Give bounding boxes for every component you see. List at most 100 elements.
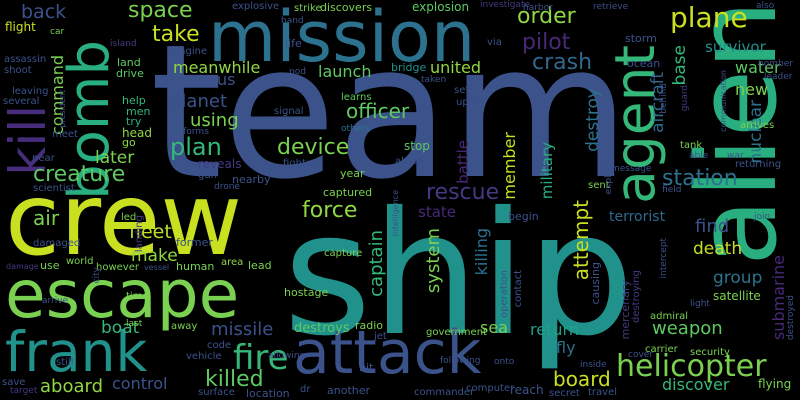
word: car bbox=[50, 27, 65, 37]
word: others bbox=[341, 124, 370, 134]
word: find bbox=[695, 216, 730, 237]
word: taken bbox=[421, 75, 447, 85]
word: leader bbox=[764, 72, 793, 82]
word: group bbox=[713, 268, 763, 288]
word: crew bbox=[5, 161, 243, 278]
word: hit bbox=[359, 361, 374, 374]
word: save bbox=[2, 377, 26, 388]
word: returning bbox=[735, 159, 782, 170]
word: computer bbox=[466, 383, 515, 394]
word: near bbox=[32, 153, 55, 164]
word: device bbox=[277, 135, 350, 160]
word: ocean bbox=[627, 57, 661, 70]
word: still bbox=[56, 357, 74, 368]
word: mission bbox=[208, 0, 476, 78]
word: set bbox=[454, 85, 470, 96]
word: commander bbox=[414, 387, 475, 398]
word: control bbox=[112, 374, 168, 393]
word: us bbox=[217, 70, 236, 89]
word: surface bbox=[198, 387, 235, 398]
word: discover bbox=[662, 375, 730, 394]
word: terrorist bbox=[609, 209, 666, 225]
word: scientist bbox=[33, 183, 75, 194]
word: fire bbox=[233, 338, 289, 378]
word: time bbox=[126, 291, 149, 302]
word: men bbox=[126, 105, 151, 118]
word: last bbox=[126, 319, 143, 329]
word: travel bbox=[588, 387, 618, 398]
word: inside bbox=[580, 360, 607, 370]
word: learns bbox=[341, 92, 372, 103]
word: using bbox=[190, 110, 239, 131]
word: gun bbox=[198, 170, 218, 181]
word: away bbox=[171, 321, 198, 332]
word: make bbox=[131, 246, 178, 266]
word: back bbox=[21, 1, 67, 23]
word: former bbox=[176, 236, 213, 249]
word: able bbox=[689, 151, 709, 161]
word: plane bbox=[670, 1, 748, 34]
word: mercenary bbox=[619, 280, 632, 340]
word: informs bbox=[175, 127, 209, 137]
word: pod bbox=[289, 67, 306, 77]
word: missile bbox=[211, 319, 274, 340]
word: investigate bbox=[480, 0, 531, 10]
word: president bbox=[58, 90, 67, 128]
word: flight bbox=[5, 20, 36, 34]
word: tank bbox=[680, 140, 703, 151]
word: team bbox=[150, 4, 630, 220]
word: causing bbox=[589, 262, 602, 305]
word: reveals bbox=[198, 157, 242, 171]
word: reach bbox=[510, 383, 544, 397]
word: take bbox=[152, 22, 200, 47]
word: crash bbox=[532, 50, 593, 75]
word: explosion bbox=[412, 0, 470, 14]
word: following bbox=[440, 356, 481, 366]
word: member bbox=[500, 132, 519, 200]
word: upon bbox=[456, 97, 482, 108]
word: vessel bbox=[144, 263, 170, 272]
word: destroys bbox=[294, 321, 350, 336]
word: survivor bbox=[705, 38, 766, 56]
word: drive bbox=[116, 67, 144, 80]
word: attempt bbox=[569, 200, 593, 281]
word: order bbox=[517, 4, 576, 29]
word: human bbox=[176, 260, 215, 273]
word: leaving bbox=[12, 86, 49, 97]
word: launch bbox=[318, 62, 372, 81]
word: area bbox=[221, 257, 244, 268]
word: security bbox=[690, 347, 730, 358]
word: city bbox=[92, 267, 102, 284]
word: planet bbox=[170, 91, 227, 112]
word: meanwhile bbox=[173, 58, 261, 77]
word: engine bbox=[173, 46, 208, 57]
word: storm bbox=[625, 32, 657, 45]
word: battle bbox=[454, 140, 472, 184]
word: submarine bbox=[769, 255, 788, 341]
word: harbor bbox=[523, 3, 553, 13]
word: later bbox=[95, 148, 135, 168]
word: state bbox=[418, 203, 456, 221]
word: rescue bbox=[426, 180, 500, 205]
word: nearby bbox=[232, 173, 271, 186]
word: behind bbox=[659, 83, 669, 114]
word: bomber bbox=[758, 59, 793, 69]
word: return bbox=[530, 320, 579, 339]
word: message bbox=[611, 164, 652, 174]
word: communication bbox=[719, 70, 728, 132]
word: hostage bbox=[284, 286, 329, 299]
word: onto bbox=[494, 357, 515, 367]
word: officer bbox=[346, 99, 410, 123]
word: air bbox=[33, 206, 60, 230]
word: join bbox=[754, 212, 771, 222]
word: capture bbox=[324, 248, 363, 259]
word: military bbox=[538, 142, 556, 200]
word: stop bbox=[404, 139, 430, 153]
word: admiral bbox=[650, 311, 689, 322]
word: aboard bbox=[40, 376, 104, 397]
word: escape bbox=[5, 256, 240, 333]
word: begin bbox=[508, 210, 539, 223]
word: via bbox=[487, 37, 502, 48]
word: head bbox=[122, 126, 152, 140]
word: code bbox=[207, 340, 232, 351]
